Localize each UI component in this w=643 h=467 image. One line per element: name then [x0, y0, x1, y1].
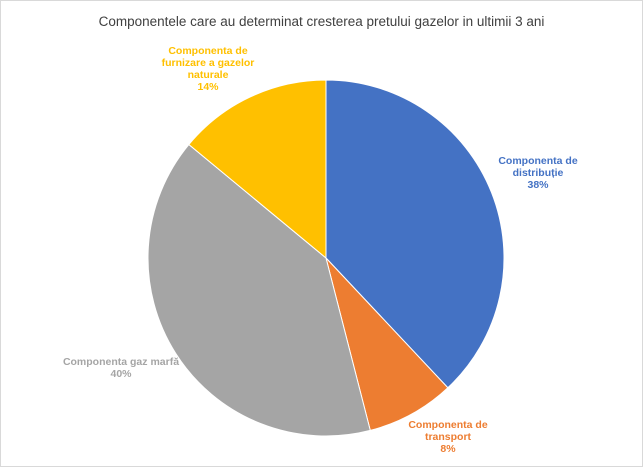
label-percent: 38% — [527, 179, 549, 191]
slice-furnizare — [188, 79, 327, 260]
slice-transport — [325, 257, 449, 432]
label-percent: 14% — [197, 81, 219, 93]
label-line: naturale — [187, 69, 229, 81]
label-line: distribuție — [512, 167, 564, 179]
label-line: Componenta gaz marfă — [62, 356, 180, 368]
label-line: Componenta de — [408, 419, 488, 431]
slice-distributie — [325, 79, 505, 389]
chart-title: Componentele care au determinat crestere… — [98, 14, 545, 29]
data-label-distributie: Componenta de distribuție 38% — [478, 155, 598, 191]
label-percent: 8% — [440, 443, 456, 455]
data-label-furnizare: Componenta de furnizare a gazelor natura… — [146, 45, 270, 93]
label-line: transport — [424, 431, 472, 443]
label-line: Componenta de — [498, 155, 578, 167]
label-line: Componenta de — [168, 45, 248, 57]
slice-gaz-marfa — [147, 143, 371, 437]
data-label-transport: Componenta de transport 8% — [386, 419, 510, 455]
label-percent: 40% — [110, 368, 132, 380]
label-line: furnizare a gazelor — [161, 57, 255, 69]
data-label-gaz-marfa: Componenta gaz marfă 40% — [46, 356, 196, 380]
